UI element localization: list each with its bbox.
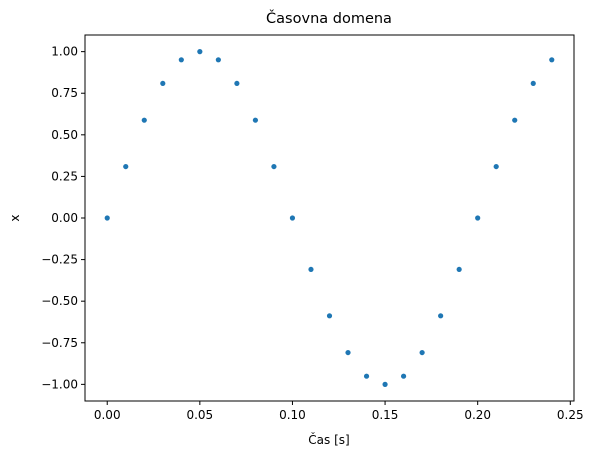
data-point [234,81,239,86]
data-point [216,57,221,62]
data-point [123,164,128,169]
x-tick-label: 0.10 [279,408,306,422]
data-point [290,215,295,220]
data-point [457,267,462,272]
y-tick-label: 0.75 [51,86,78,100]
y-tick-label: 0.50 [51,128,78,142]
data-point [160,81,165,86]
data-point [142,118,147,123]
data-point [531,81,536,86]
y-axis-label: x [8,214,22,221]
data-point [401,374,406,379]
x-tick-label: 0.25 [557,408,584,422]
x-axis-label: Čas [s] [308,432,349,447]
data-point [197,49,202,54]
y-tick-label: −0.75 [41,336,78,350]
data-point [253,118,258,123]
y-tick-label: −1.00 [41,377,78,391]
data-point [438,313,443,318]
data-point [105,215,110,220]
x-tick-label: 0.15 [372,408,399,422]
y-tick-label: −0.50 [41,294,78,308]
data-point [494,164,499,169]
data-point [364,374,369,379]
x-tick-label: 0.00 [94,408,121,422]
data-point [345,350,350,355]
y-tick-label: 1.00 [51,45,78,59]
x-tick-label: 0.20 [464,408,491,422]
data-point [382,382,387,387]
chart-title: Časovna domena [266,9,392,27]
data-point [327,313,332,318]
y-tick-label: 0.00 [51,211,78,225]
x-tick-label: 0.05 [186,408,213,422]
data-point [549,57,554,62]
data-point [512,118,517,123]
data-point [475,215,480,220]
y-tick-label: −0.25 [41,253,78,267]
y-tick-label: 0.25 [51,169,78,183]
data-point [271,164,276,169]
data-point [308,267,313,272]
data-point [420,350,425,355]
data-point [179,57,184,62]
